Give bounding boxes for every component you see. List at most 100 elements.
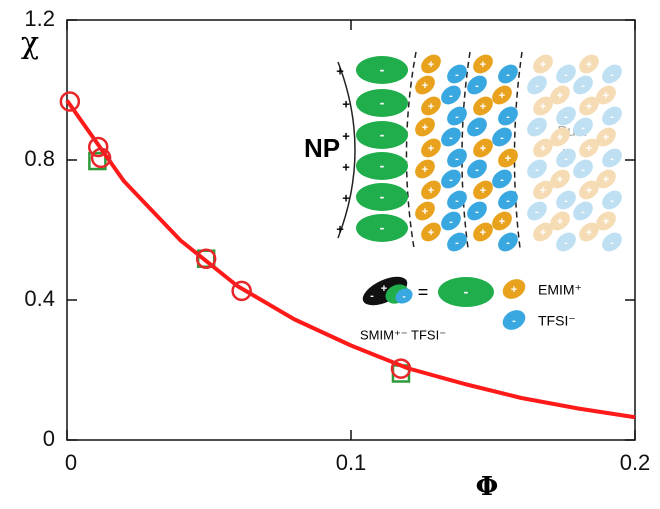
ion-charge: - — [610, 111, 614, 123]
ion-charge: - — [455, 237, 459, 249]
ion — [556, 64, 576, 84]
ion — [356, 214, 408, 242]
ion-charge: + — [381, 283, 387, 295]
ion-charge: - — [564, 237, 568, 249]
ion — [492, 127, 512, 147]
ion-charge: + — [540, 143, 546, 155]
ion-charge: + — [480, 185, 486, 197]
circle-marker — [195, 248, 217, 269]
y-tick-label: 1.2 — [24, 6, 55, 31]
ion-charge: + — [422, 164, 428, 176]
ion — [492, 211, 512, 231]
ion — [533, 180, 553, 200]
ion — [550, 127, 570, 147]
ion-charge: + — [540, 185, 546, 197]
ion-charge: + — [422, 206, 428, 218]
ion — [533, 222, 553, 242]
ion-charge: + — [505, 153, 511, 165]
ion — [473, 54, 493, 74]
ion-charge: - — [506, 195, 510, 207]
ion-charge: - — [380, 127, 385, 143]
ion-charge: - — [455, 153, 459, 165]
ion-charge: - — [475, 206, 479, 218]
ion-charge: + — [422, 80, 428, 92]
ion-charge: - — [564, 69, 568, 81]
ion — [356, 152, 408, 180]
ion-charge: - — [535, 206, 539, 218]
ion — [447, 64, 467, 84]
circle-marker — [87, 136, 109, 158]
ion — [441, 211, 461, 231]
ion — [579, 96, 599, 116]
ion-charge: - — [380, 95, 385, 111]
ion-charge: - — [581, 164, 585, 176]
x-tick-label: 0 — [65, 450, 77, 475]
ion — [550, 169, 570, 189]
ion — [356, 89, 408, 117]
ion — [579, 180, 599, 200]
y-axis-label: χ — [21, 26, 39, 61]
y-tick-label: 0.4 — [24, 286, 55, 311]
ion-charge: - — [380, 220, 385, 236]
ion — [527, 117, 547, 137]
ion-charge: - — [506, 237, 510, 249]
ion — [556, 190, 576, 210]
ion-charge: - — [610, 153, 614, 165]
ion — [492, 169, 512, 189]
ion — [550, 85, 570, 105]
x-axis-label: Φ — [476, 472, 499, 502]
surface-charge: + — [342, 159, 350, 174]
ion — [441, 85, 461, 105]
ion — [415, 117, 435, 137]
circle-marker — [231, 280, 252, 302]
ion-charge: + — [480, 59, 486, 71]
ion — [602, 232, 622, 252]
ion-charge: + — [480, 101, 486, 113]
ion — [579, 138, 599, 158]
ion-charge: - — [535, 164, 539, 176]
ion — [533, 96, 553, 116]
x-tick-label: 0.2 — [620, 450, 651, 475]
emim-label: EMIM⁺ — [538, 282, 582, 298]
ion — [527, 75, 547, 95]
ion — [421, 222, 441, 242]
square-marker — [88, 151, 107, 171]
ion-charge: + — [428, 185, 434, 197]
ion — [498, 106, 518, 126]
ion-charge: - — [610, 195, 614, 207]
ion-charge: - — [535, 80, 539, 92]
ion-charge: - — [449, 216, 453, 228]
equals-sign: = — [418, 282, 429, 302]
ion-charge: - — [581, 122, 585, 134]
ion-charge: - — [449, 174, 453, 186]
ion-charge: - — [464, 284, 469, 300]
ion — [573, 201, 593, 221]
layer-boundaries — [405, 51, 523, 249]
surface-charge: + — [336, 63, 344, 78]
ion — [415, 75, 435, 95]
ion — [596, 85, 616, 105]
ion-charge: - — [370, 290, 374, 302]
ion-charge: + — [480, 143, 486, 155]
ion-charge: - — [475, 164, 479, 176]
x-tick-label: 0.1 — [336, 450, 367, 475]
ion-charge: + — [557, 174, 563, 186]
tfsi-label: TFSI⁻ — [538, 313, 576, 329]
ion — [395, 288, 413, 304]
ion-charge: - — [506, 69, 510, 81]
ion-charge: + — [428, 59, 434, 71]
smim-glyph — [362, 276, 408, 306]
ion-charge: - — [475, 80, 479, 92]
ion-charge: - — [564, 195, 568, 207]
ion — [596, 127, 616, 147]
ion-charge: - — [455, 195, 459, 207]
ion-charge: + — [540, 101, 546, 113]
ion — [579, 222, 599, 242]
ion — [447, 106, 467, 126]
ion — [533, 138, 553, 158]
ion — [556, 232, 576, 252]
ion — [447, 148, 467, 168]
ion-charge: + — [586, 101, 592, 113]
inset-diagram: NP Bulk IL = EMIM⁺ TFSI⁻ SMIM⁺⁻ TFSI⁻ -+… — [304, 51, 622, 342]
ion-charge: + — [428, 227, 434, 239]
